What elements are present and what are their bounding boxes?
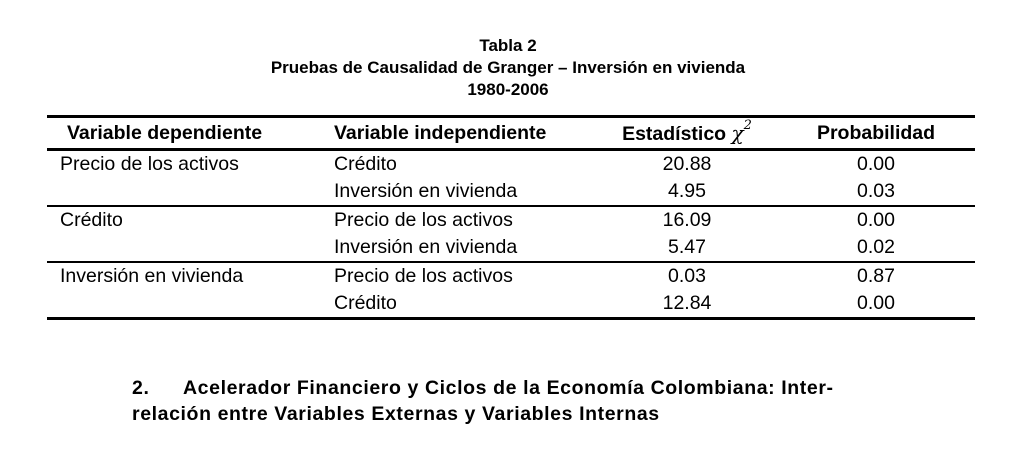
table-period: 1980-2006 <box>467 80 549 99</box>
table-body: Precio de los activos Crédito 20.88 0.00 Inv… <box>47 151 975 317</box>
section-number: 2. <box>132 377 150 399</box>
cell-independent: Precio de los activos <box>334 209 513 231</box>
cell-independent: Crédito <box>334 292 397 314</box>
table-row: Crédito 12.84 0.00 <box>47 290 975 317</box>
table-number: Tabla 2 <box>479 36 537 55</box>
table-header-row: Variable dependiente Variable independie… <box>47 118 975 151</box>
cell-independent: Inversión en vivienda <box>334 236 518 258</box>
chi-exponent: 2 <box>743 117 752 133</box>
table-caption: Tabla 2 Pruebas de Causalidad de Granger… <box>0 35 1016 101</box>
cell-statistic: 5.47 <box>668 236 706 258</box>
table-row: Inversión en vivienda Precio de los activ… <box>47 263 975 290</box>
granger-table: Variable dependiente Variable independie… <box>47 115 975 320</box>
cell-statistic: 0.03 <box>668 265 706 287</box>
section-title-part1: Acelerador Financiero y Ciclos de la Eco… <box>183 377 834 399</box>
section-heading-line1: 2. Acelerador Financiero y Ciclos de la E… <box>132 375 962 401</box>
cell-statistic: 16.09 <box>662 209 712 231</box>
table-row: Inversión en vivienda 5.47 0.02 <box>47 234 975 261</box>
header-dependent: Variable dependiente <box>67 121 263 144</box>
table-group: Precio de los activos Crédito 20.88 0.00 Inv… <box>47 151 975 207</box>
table-title: Pruebas de Causalidad de Granger – Inver… <box>270 58 746 77</box>
table-group: Crédito Precio de los activos 16.09 0.00 Inv… <box>47 207 975 263</box>
cell-statistic: 4.95 <box>668 180 706 202</box>
table-group: Inversión en vivienda Precio de los activ… <box>47 263 975 317</box>
cell-probability: 0.87 <box>857 265 895 287</box>
header-statistic-label: Estadístico <box>622 122 727 145</box>
header-probability: Probabilidad <box>816 121 936 144</box>
cell-dependent: Crédito <box>60 209 123 231</box>
cell-probability: 0.03 <box>857 180 895 202</box>
table-row: Inversión en vivienda 4.95 0.03 <box>47 178 975 205</box>
cell-probability: 0.00 <box>857 153 895 175</box>
cell-probability: 0.00 <box>857 209 895 231</box>
cell-probability: 0.02 <box>857 236 895 258</box>
cell-statistic: 12.84 <box>662 292 712 314</box>
cell-independent: Precio de los activos <box>334 265 513 287</box>
cell-dependent: Inversión en vivienda <box>60 265 244 287</box>
cell-independent: Crédito <box>334 153 397 175</box>
cell-dependent: Precio de los activos <box>60 153 239 175</box>
header-independent: Variable independiente <box>334 121 547 144</box>
chi-square-symbol: χ2 <box>731 117 752 145</box>
header-statistic: Estadístico χ2 <box>597 117 777 146</box>
cell-independent: Inversión en vivienda <box>334 180 518 202</box>
cell-probability: 0.00 <box>857 292 895 314</box>
cell-statistic: 20.88 <box>662 153 712 175</box>
table-row: Crédito Precio de los activos 16.09 0.00 <box>47 207 975 234</box>
section-title-part2: relación entre Variables Externas y Vari… <box>132 403 660 425</box>
chi-letter: χ <box>731 120 744 145</box>
table-row: Precio de los activos Crédito 20.88 0.00 <box>47 151 975 178</box>
section-heading: 2. Acelerador Financiero y Ciclos de la E… <box>132 375 962 427</box>
